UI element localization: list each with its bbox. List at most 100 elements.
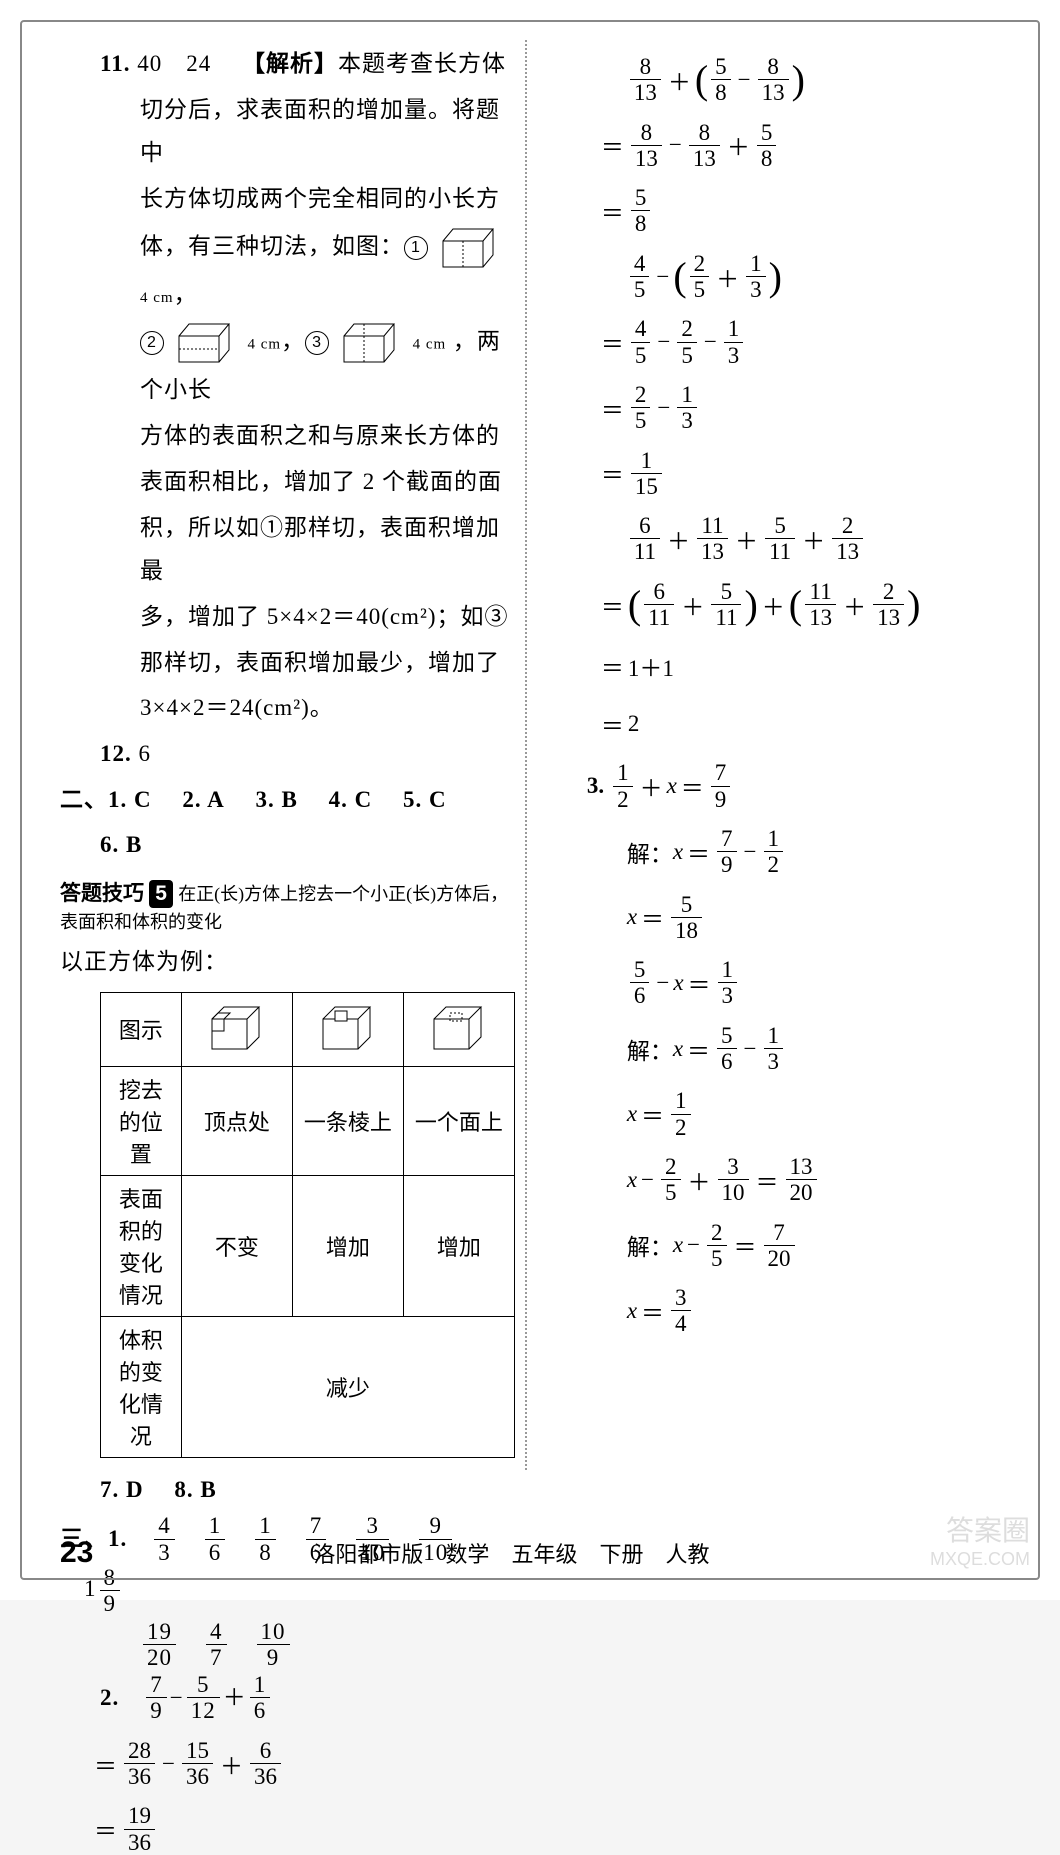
left-column: 11. 40 24 【解析】本题考查长方体 切分后，求表面积的增加量。将题中 长… (60, 40, 527, 1470)
r4merged: 减少 (181, 1316, 514, 1457)
rb2-0: 45−(25＋13) (627, 251, 1000, 303)
footer-1: 洛阳都市版 (313, 1537, 423, 1569)
section-2b: 6. B (60, 823, 515, 867)
s2-4: 4. C (329, 787, 373, 812)
q11-t5: 方体的表面积之和与原来长方体的 (60, 414, 515, 458)
table-row: 图示 (101, 992, 515, 1066)
mixed: 189 (60, 1565, 123, 1617)
footer-2: 数学 (445, 1537, 489, 1569)
rb1-0: 813＋(58−813) (627, 54, 1000, 106)
analysis-label: 【解析】 (242, 51, 338, 76)
at-7: 7. D (100, 1477, 144, 1502)
circled-1: 1 (404, 236, 428, 260)
q11-t1: 切分后，求表面积的增加量。将题中 (60, 88, 515, 175)
q11-t3: 体，有三种切法，如图： (140, 233, 404, 258)
q3C-1: 解：x−25＝720 (627, 1220, 1000, 1272)
r3c1: 不变 (181, 1175, 292, 1316)
md: 9 (100, 1591, 121, 1616)
sec2-label: 二、 (60, 787, 108, 812)
q3A-0: 12＋x＝79 (610, 760, 733, 812)
after-table: 7. D 8. B (60, 1468, 515, 1512)
rb3-3: ＝2 (597, 702, 1000, 746)
q11-t7: 积，所以如①那样切，表面积增加最 (60, 506, 515, 593)
rb3-2: ＝1＋1 (597, 644, 1000, 688)
dim-h: 4 cm (140, 290, 174, 306)
footer-3: 五年级 (511, 1537, 577, 1569)
q12-num: 12. (100, 741, 132, 766)
footer-4: 下册 (599, 1537, 643, 1569)
cuboid-icon-3 (336, 318, 406, 368)
table-row: 表面积的变化情况 不变 增加 增加 (101, 1175, 515, 1316)
rb1-2: ＝58 (597, 185, 1000, 237)
q3B-2: x＝12 (627, 1088, 1000, 1140)
cube-img-1 (181, 992, 292, 1066)
q2-step2: ＝1936 (90, 1803, 515, 1855)
cube-img-2 (292, 992, 403, 1066)
s2-1: 1. C (108, 787, 152, 812)
q2-step1: ＝2836−1536＋636 (90, 1738, 515, 1790)
q3B-0: 56−x＝13 (627, 957, 1000, 1009)
q3C-0: x−25＋310＝1320 (627, 1154, 1000, 1206)
rb2-2: ＝25−13 (597, 382, 1000, 434)
circled-3: 3 (305, 331, 329, 355)
s3q2-num: 2. (100, 1676, 119, 1720)
q3-num: 3. (587, 773, 604, 799)
footer-5: 人教 (666, 1537, 710, 1569)
page-number: 23 (60, 1536, 93, 1570)
s2-6: 6. B (100, 832, 142, 857)
q11-t10: 3×4×2＝24(cm²)。 (60, 686, 515, 730)
rb2-3: ＝115 (597, 448, 1000, 500)
rb2-1: ＝45−25−13 (597, 316, 1000, 368)
q3A-1: 解：x＝79−12 (627, 826, 1000, 878)
r2c2: 一条棱上 (292, 1066, 403, 1175)
tip-intro: 以正方体为例： (60, 940, 515, 984)
q3A-2: x＝518 (627, 892, 1000, 944)
row1-label: 图示 (101, 992, 182, 1066)
rb3-0: 611＋1113＋511＋213 (627, 513, 1000, 565)
r2c3: 一个面上 (403, 1066, 514, 1175)
rb3-1: ＝(611＋511)＋(1113＋213) (597, 579, 1000, 631)
q2-step0: 79−512＋16 (143, 1672, 273, 1724)
q11-t8: 多，增加了 5×4×2＝40(cm²)；如③ (60, 595, 515, 639)
q11-t0: 本题考查长方体 (338, 51, 506, 76)
q12-ans: 6 (139, 741, 152, 766)
s2-5: 5. C (403, 787, 447, 812)
r3c3: 增加 (403, 1175, 514, 1316)
q11-number: 11. (100, 51, 130, 76)
q11-t3-row: 体，有三种切法，如图：1 4 cm， (60, 223, 515, 317)
circled-2: 2 (140, 331, 164, 355)
q3-header: 3. 12＋x＝79 (587, 760, 1000, 812)
s2-3: 3. B (255, 787, 297, 812)
section-2: 二、1. C 2. A 3. B 4. C 5. C (60, 778, 515, 822)
mw: 1 (84, 1576, 97, 1601)
footer: 23 洛阳都市版 数学 五年级 下册 人教 (60, 1536, 1000, 1570)
tip-header: 答题技巧 5 在正(长)方体上挖去一个小正(长)方体后，表面积和体积的变化 (60, 877, 515, 934)
tip-prefix: 答题技巧 (60, 881, 144, 905)
s2-2: 2. A (182, 787, 224, 812)
table-row: 体积的变化情况 减少 (101, 1316, 515, 1457)
row2-label: 挖去的位置 (101, 1066, 182, 1175)
q11-t6: 表面积相比，增加了 2 个截面的面 (60, 460, 515, 504)
q11-t2: 长方体切成两个完全相同的小长方 (60, 177, 515, 221)
q11-line1: 11. 40 24 【解析】本题考查长方体 (60, 42, 515, 86)
r3c2: 增加 (292, 1175, 403, 1316)
r2c1: 顶点处 (181, 1066, 292, 1175)
q11-cuboid-row2: 2 4 cm，3 4 cm ，两个小长 (60, 318, 515, 412)
s3q1-row2: 1920 47 109 (60, 1619, 515, 1671)
q11-t9: 那样切，表面积增加最少，增加了 (60, 641, 515, 685)
at-8: 8. B (174, 1477, 216, 1502)
q3B-1: 解：x＝56−13 (627, 1023, 1000, 1075)
rb1-1: ＝813−813＋58 (597, 120, 1000, 172)
q11-answers: 40 24 (137, 51, 211, 76)
cuboid-icon-2 (171, 318, 241, 368)
right-column: 813＋(58−813) ＝813−813＋58 ＝58 45−(25＋13) … (547, 40, 1000, 1470)
table-row: 挖去的位置 顶点处 一条棱上 一个面上 (101, 1066, 515, 1175)
page: 11. 40 24 【解析】本题考查长方体 切分后，求表面积的增加量。将题中 长… (0, 0, 1060, 1600)
cuboid-icon-1 (435, 223, 505, 273)
q12: 12. 6 (60, 732, 515, 776)
row3-label: 表面积的变化情况 (101, 1175, 182, 1316)
row4-label: 体积的变化情况 (101, 1316, 182, 1457)
cube-img-3 (403, 992, 514, 1066)
cube-table: 图示 挖去的位置 顶点处 一条棱上 一个面上 (100, 992, 515, 1458)
tip-badge: 5 (149, 880, 173, 908)
